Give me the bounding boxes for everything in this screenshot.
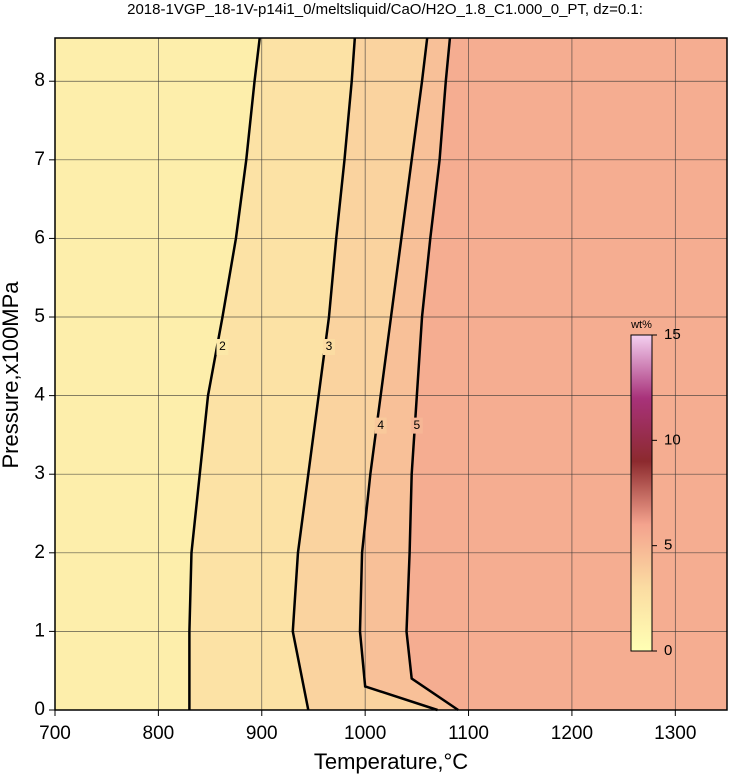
y-tick-label: 5 <box>34 306 45 327</box>
x-tick-label: 1000 <box>344 723 386 744</box>
y-tick-label: 6 <box>34 227 45 248</box>
contour-line <box>291 37 357 711</box>
y-tick-label: 0 <box>34 699 45 720</box>
colorbar-tick-label: 15 <box>664 326 681 343</box>
contour-line <box>358 37 438 712</box>
colorbar-tick-label: 10 <box>664 431 681 448</box>
contour-label: 4 <box>377 418 384 432</box>
contour-label: 3 <box>326 339 333 353</box>
y-tick-label: 4 <box>34 385 45 406</box>
y-tick-label: 1 <box>34 620 45 641</box>
y-tick-label: 2 <box>34 542 45 563</box>
contour-label-bg <box>322 339 335 356</box>
x-tick-label: 1100 <box>448 723 489 744</box>
contour-line <box>188 37 261 710</box>
contour-label-bg <box>410 417 423 434</box>
colorbar-tick-label: 0 <box>664 642 672 659</box>
plot-frame <box>54 37 728 711</box>
contour-label-bg <box>216 339 229 356</box>
colorbar-tick-label: 5 <box>664 537 672 554</box>
x-tick-label: 900 <box>246 723 278 744</box>
y-tick-label: 8 <box>34 70 45 91</box>
y-tick-label: 3 <box>34 463 45 484</box>
contour-label: 2 <box>219 339 226 353</box>
y-axis-label: Pressure,x100MPa <box>0 281 23 469</box>
contour-label-bg <box>374 417 387 434</box>
colorbar <box>630 334 653 652</box>
contour-line <box>405 37 459 712</box>
colorbar-label: wt% <box>630 319 652 331</box>
x-axis-label: Temperature,°C <box>314 749 468 774</box>
x-tick-label: 1300 <box>654 723 696 744</box>
x-tick-label: 1200 <box>551 723 593 744</box>
chart-title: 2018-1VGP_18-1V-p14i1_0/meltsliquid/CaO/… <box>127 1 643 18</box>
y-tick-label: 7 <box>34 149 45 170</box>
x-tick-label: 800 <box>143 723 175 744</box>
x-tick-label: 700 <box>39 723 71 744</box>
contour-label: 5 <box>414 418 421 432</box>
contour-band <box>55 38 260 710</box>
